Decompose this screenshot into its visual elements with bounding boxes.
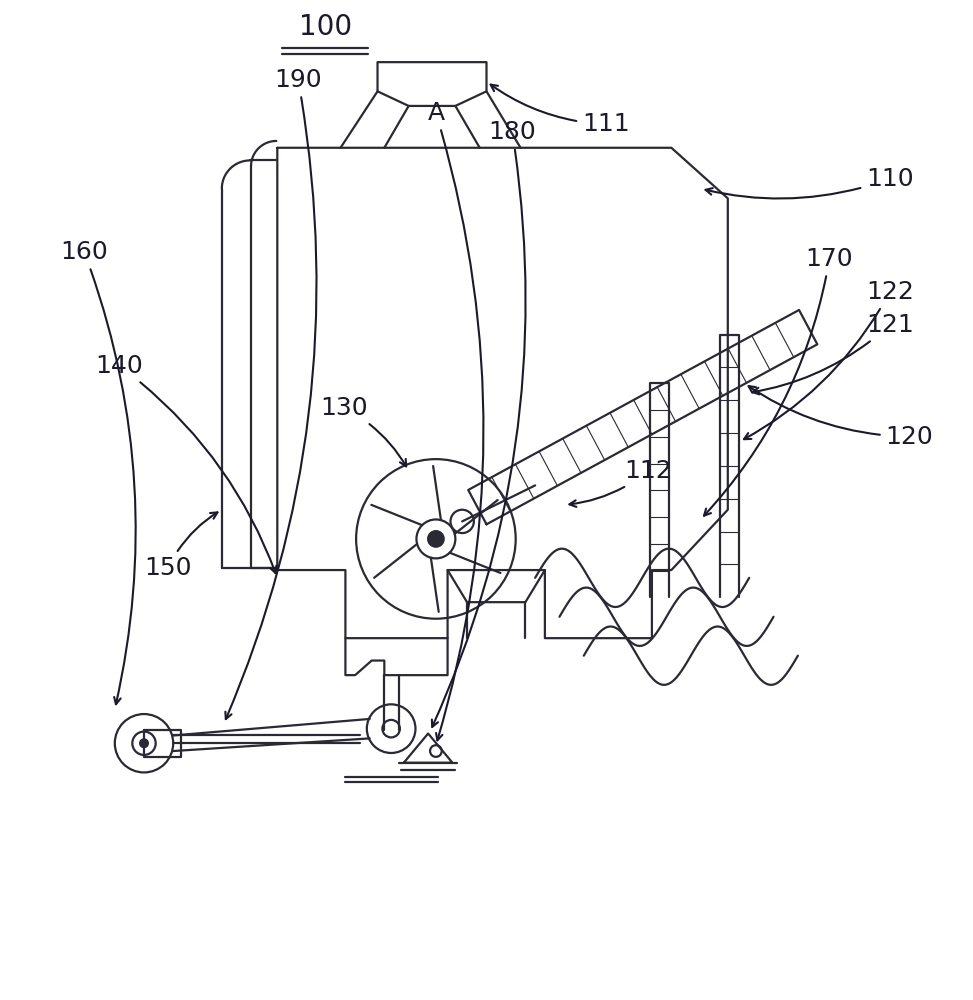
Text: 110: 110 xyxy=(705,167,914,199)
Circle shape xyxy=(428,531,444,547)
Text: 150: 150 xyxy=(144,512,218,580)
Text: A: A xyxy=(427,101,484,740)
Text: 180: 180 xyxy=(432,120,536,727)
Text: 100: 100 xyxy=(300,13,352,41)
Text: 122: 122 xyxy=(744,280,914,439)
Text: 160: 160 xyxy=(60,240,135,704)
Text: 112: 112 xyxy=(569,459,672,507)
Text: 111: 111 xyxy=(490,85,630,136)
Text: 130: 130 xyxy=(320,396,406,466)
Circle shape xyxy=(140,739,148,747)
Text: 170: 170 xyxy=(704,247,853,516)
Text: 190: 190 xyxy=(226,68,322,719)
Text: 121: 121 xyxy=(752,313,914,394)
Text: 140: 140 xyxy=(95,354,276,573)
Text: 120: 120 xyxy=(748,386,933,449)
